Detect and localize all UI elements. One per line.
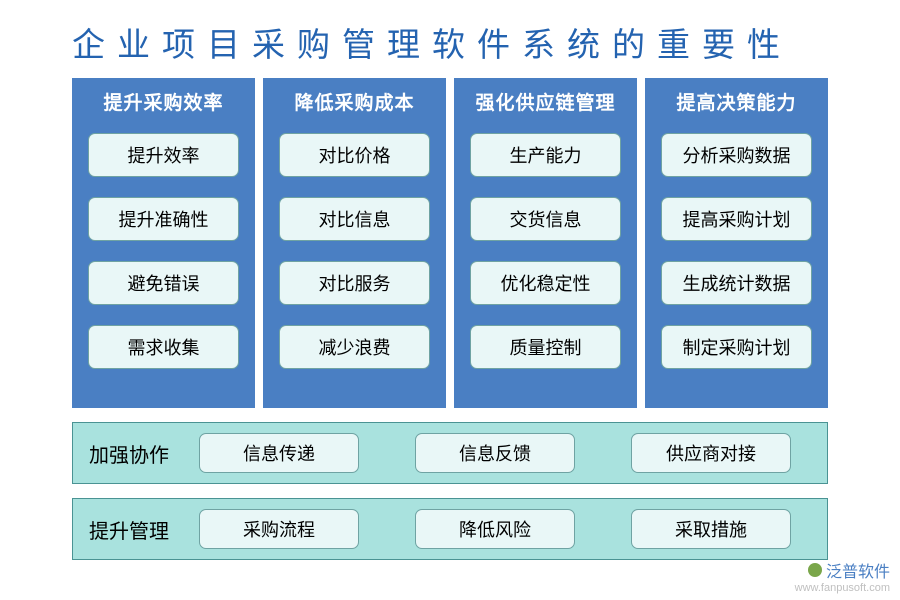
watermark-brand-text: 泛普软件 (826, 558, 890, 582)
watermark-url: www.fanpusoft.com (795, 582, 890, 594)
column-header: 提高决策能力 (676, 88, 796, 115)
logo-icon (808, 563, 822, 577)
row-items: 采购流程 降低风险 采取措施 (199, 509, 811, 549)
row-label: 提升管理 (89, 515, 199, 544)
column-cost: 降低采购成本 对比价格 对比信息 对比服务 减少浪费 (263, 78, 446, 408)
row-management: 提升管理 采购流程 降低风险 采取措施 (72, 498, 828, 560)
column-item: 对比信息 (279, 197, 429, 241)
column-decision: 提高决策能力 分析采购数据 提高采购计划 生成统计数据 制定采购计划 (645, 78, 828, 408)
row-item: 信息反馈 (415, 433, 575, 473)
column-item: 提升准确性 (88, 197, 238, 241)
column-item: 提升效率 (88, 133, 238, 177)
bottom-rows-container: 加强协作 信息传递 信息反馈 供应商对接 提升管理 采购流程 降低风险 采取措施 (72, 422, 828, 560)
column-item: 分析采购数据 (661, 133, 811, 177)
row-items: 信息传递 信息反馈 供应商对接 (199, 433, 811, 473)
column-item: 交货信息 (470, 197, 620, 241)
column-item: 对比服务 (279, 261, 429, 305)
column-header: 强化供应链管理 (475, 88, 615, 115)
column-item: 生成统计数据 (661, 261, 811, 305)
column-header: 降低采购成本 (294, 88, 414, 115)
column-item: 减少浪费 (279, 325, 429, 369)
watermark-brand: 泛普软件 (795, 558, 890, 582)
column-efficiency: 提升采购效率 提升效率 提升准确性 避免错误 需求收集 (72, 78, 255, 408)
watermark: 泛普软件 www.fanpusoft.com (795, 558, 890, 594)
row-item: 降低风险 (415, 509, 575, 549)
row-label: 加强协作 (89, 439, 199, 468)
column-item: 避免错误 (88, 261, 238, 305)
column-header: 提升采购效率 (103, 88, 223, 115)
column-item: 生产能力 (470, 133, 620, 177)
column-item: 对比价格 (279, 133, 429, 177)
page-title: 企业项目采购管理软件系统的重要性 (0, 0, 900, 66)
columns-container: 提升采购效率 提升效率 提升准确性 避免错误 需求收集 降低采购成本 对比价格 … (72, 78, 828, 408)
row-item: 供应商对接 (631, 433, 791, 473)
column-item: 优化稳定性 (470, 261, 620, 305)
column-item: 提高采购计划 (661, 197, 811, 241)
column-item: 制定采购计划 (661, 325, 811, 369)
row-item: 采购流程 (199, 509, 359, 549)
column-item: 需求收集 (88, 325, 238, 369)
row-collaboration: 加强协作 信息传递 信息反馈 供应商对接 (72, 422, 828, 484)
column-supply-chain: 强化供应链管理 生产能力 交货信息 优化稳定性 质量控制 (454, 78, 637, 408)
column-item: 质量控制 (470, 325, 620, 369)
row-item: 采取措施 (631, 509, 791, 549)
row-item: 信息传递 (199, 433, 359, 473)
